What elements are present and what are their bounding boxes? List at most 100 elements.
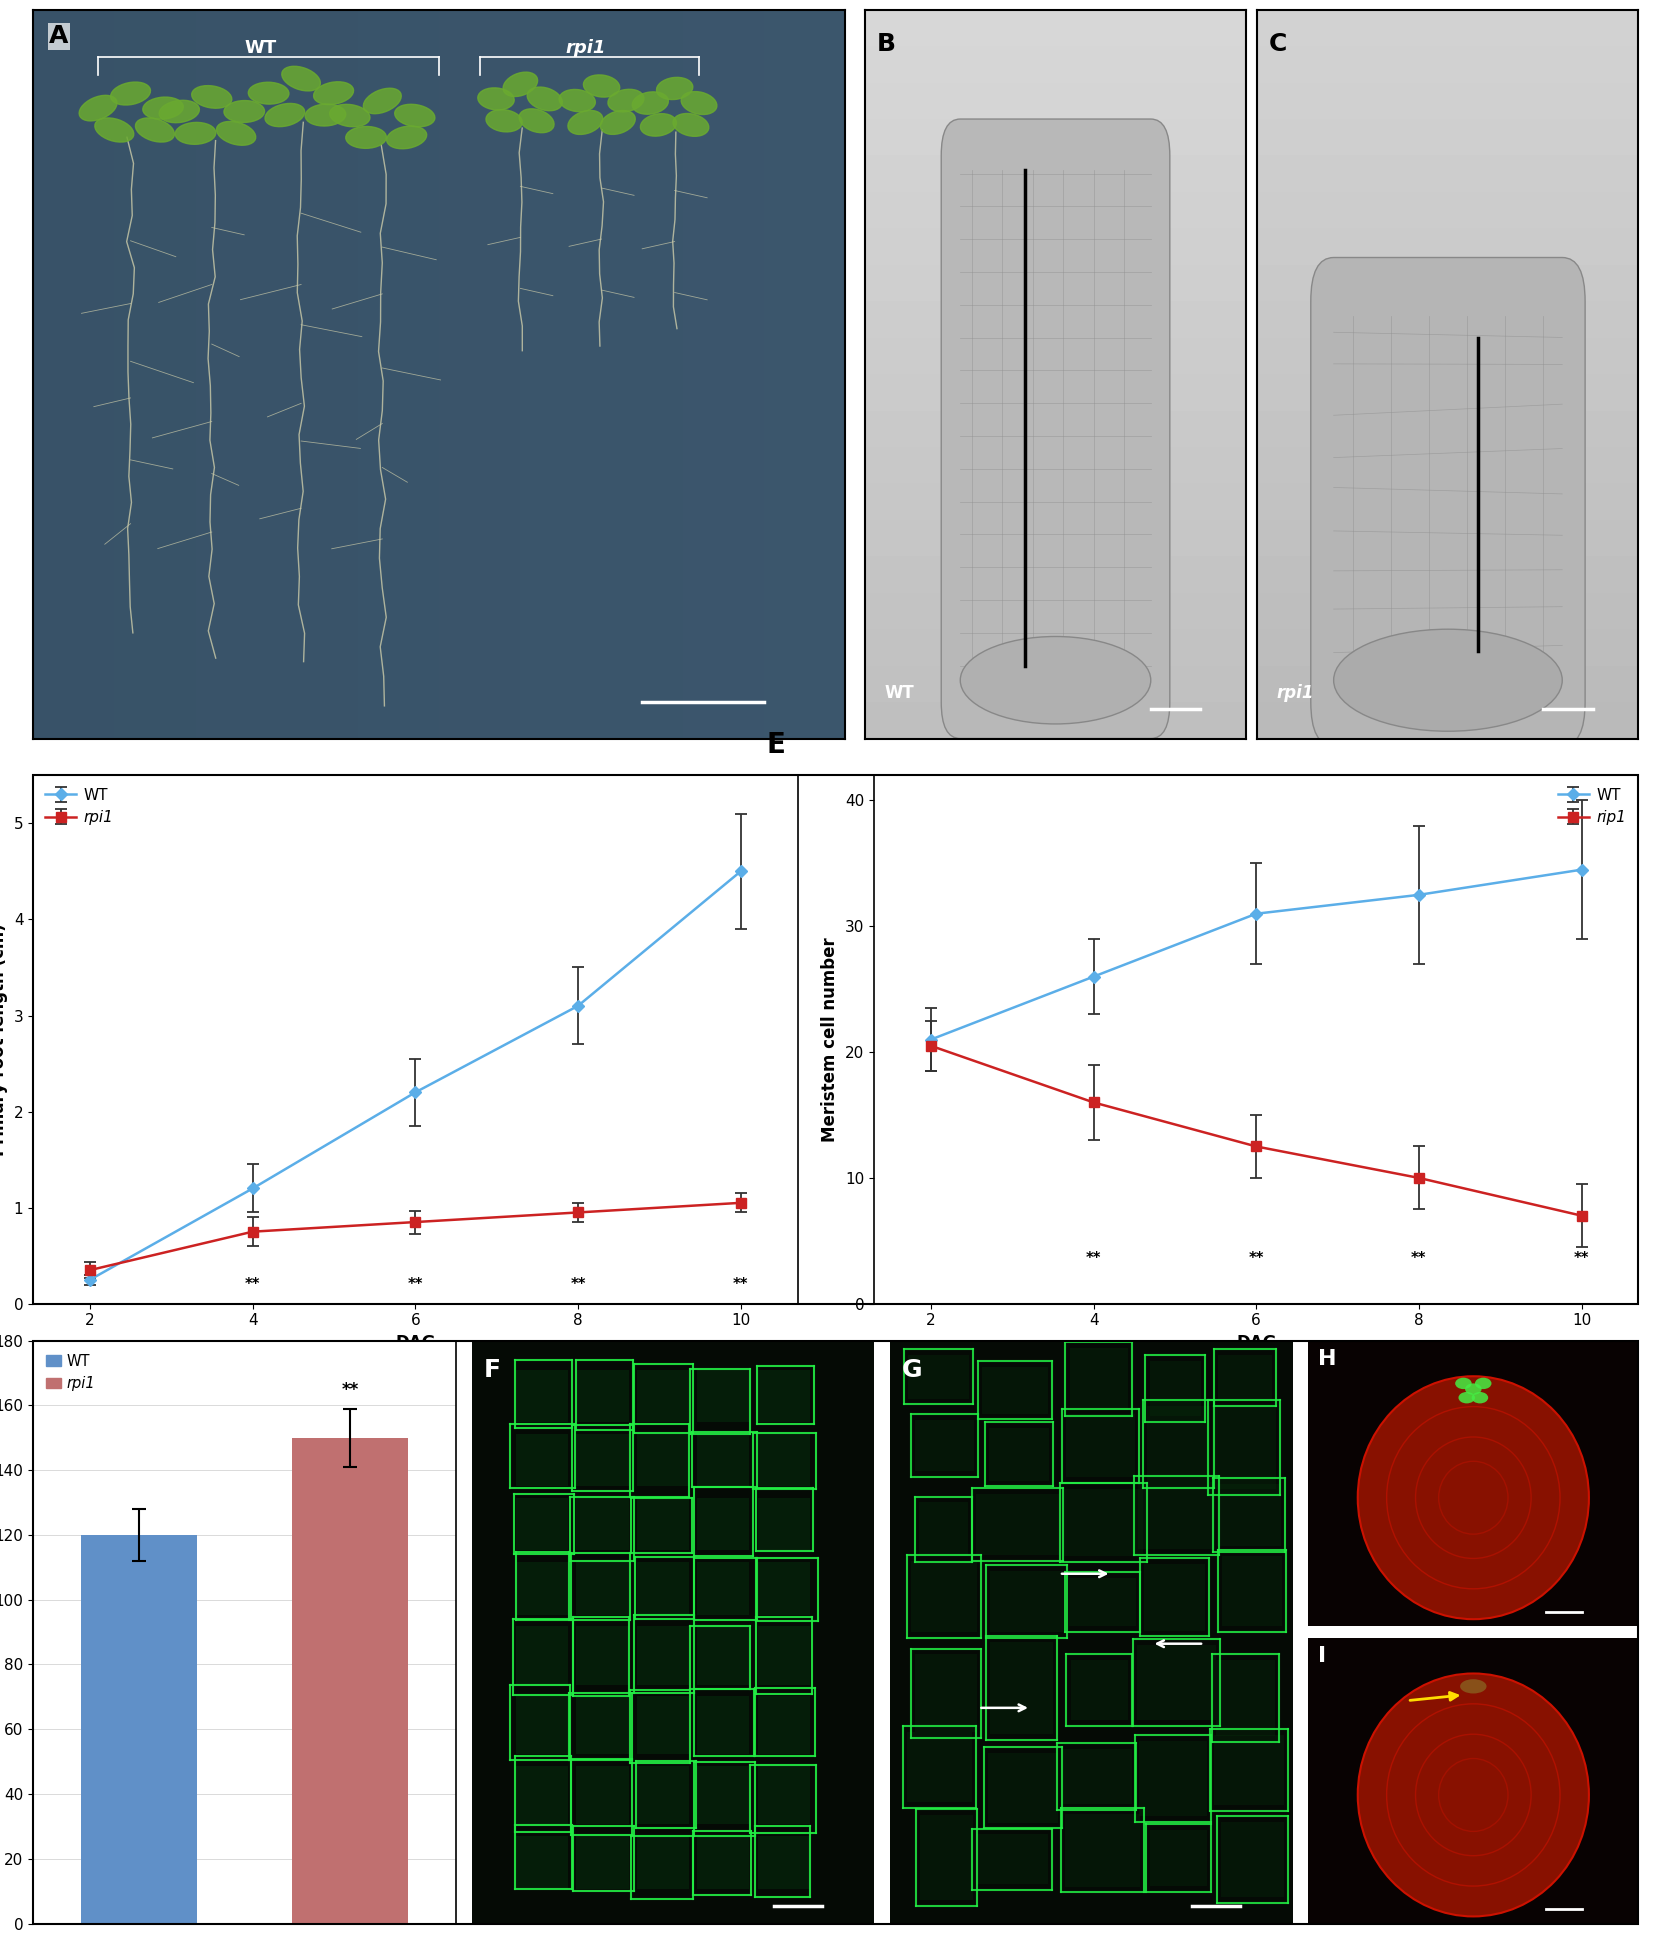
Bar (1069, 1348, 1129, 1411)
Bar (637, 1626, 688, 1685)
Ellipse shape (1460, 1679, 1486, 1694)
Ellipse shape (281, 66, 321, 91)
Bar (990, 1642, 1053, 1735)
Legend: WT, rpi1: WT, rpi1 (40, 1348, 101, 1397)
Bar (988, 1753, 1058, 1823)
Bar (576, 1370, 629, 1422)
Ellipse shape (387, 126, 427, 150)
Bar (81, 1535, 197, 1924)
Bar (1258, 84, 1638, 119)
Bar (758, 1498, 809, 1551)
Bar (697, 1370, 750, 1422)
Ellipse shape (1357, 1376, 1589, 1619)
Bar (909, 1356, 968, 1399)
Bar (1258, 229, 1638, 264)
Text: A: A (50, 25, 70, 49)
Bar (1139, 1741, 1208, 1817)
Text: E: E (766, 731, 786, 760)
Text: **: ** (341, 1381, 359, 1399)
Bar (697, 1498, 750, 1551)
Bar (1258, 301, 1638, 338)
Bar (1137, 1646, 1216, 1720)
Bar (866, 556, 1246, 593)
Bar (1064, 1488, 1144, 1556)
Ellipse shape (1465, 1383, 1481, 1395)
Bar (866, 410, 1246, 447)
Bar (697, 1562, 750, 1615)
Text: rpi1: rpi1 (564, 39, 606, 56)
Ellipse shape (559, 89, 596, 111)
Text: WT: WT (245, 39, 276, 56)
Bar (520, 10, 601, 738)
Ellipse shape (478, 87, 515, 111)
Bar (516, 1696, 568, 1755)
Bar (915, 1653, 976, 1733)
X-axis label: DAG: DAG (396, 1335, 435, 1352)
Bar (195, 10, 276, 738)
Ellipse shape (960, 637, 1150, 725)
Ellipse shape (223, 101, 265, 122)
Bar (1258, 556, 1638, 593)
Bar (276, 10, 357, 738)
Bar (866, 630, 1246, 666)
Bar (758, 1836, 809, 1889)
Bar (758, 1766, 809, 1824)
Bar (866, 84, 1246, 119)
Bar (637, 1434, 688, 1486)
Ellipse shape (503, 72, 538, 97)
Bar (637, 1370, 688, 1422)
Bar (357, 10, 439, 738)
Bar (1258, 630, 1638, 666)
Bar (1066, 1415, 1135, 1477)
Ellipse shape (313, 82, 354, 105)
Bar (516, 1766, 568, 1824)
Bar (637, 1836, 688, 1889)
Bar (114, 10, 195, 738)
Bar (919, 1502, 968, 1556)
Bar (697, 1836, 750, 1889)
Text: **: ** (407, 1277, 424, 1292)
Text: F: F (483, 1358, 501, 1381)
Bar (866, 10, 1246, 47)
Bar (1071, 1659, 1127, 1720)
Legend: WT, rpi1: WT, rpi1 (41, 783, 118, 830)
Bar (1258, 264, 1638, 301)
Bar (976, 1834, 1048, 1885)
Bar (1258, 666, 1638, 701)
Text: **: ** (1086, 1251, 1101, 1267)
Bar (684, 10, 765, 738)
Ellipse shape (192, 85, 232, 109)
Bar (33, 10, 114, 738)
Bar (866, 375, 1246, 410)
Bar (765, 10, 846, 738)
Text: **: ** (245, 1277, 260, 1292)
Bar (1066, 1813, 1140, 1887)
Bar (866, 192, 1246, 229)
Bar (866, 701, 1246, 738)
Text: **: ** (571, 1277, 586, 1292)
Bar (576, 1498, 629, 1551)
Bar (1258, 447, 1638, 484)
Bar (439, 10, 520, 738)
Bar (866, 264, 1246, 301)
Bar (1258, 484, 1638, 521)
Ellipse shape (364, 87, 401, 115)
Bar (866, 338, 1246, 375)
Ellipse shape (568, 111, 602, 134)
Bar (758, 1562, 809, 1615)
Bar (1139, 1483, 1215, 1549)
Bar (697, 1434, 750, 1486)
Bar (1258, 701, 1638, 738)
Bar (866, 521, 1246, 556)
Bar (1221, 1556, 1281, 1626)
Bar (1258, 10, 1638, 47)
Ellipse shape (1455, 1378, 1471, 1389)
Bar (637, 1696, 688, 1755)
Bar (576, 1836, 629, 1889)
Ellipse shape (674, 113, 708, 136)
Bar (516, 1498, 568, 1551)
Ellipse shape (305, 105, 346, 126)
Ellipse shape (1334, 630, 1562, 731)
Bar (1258, 521, 1638, 556)
Bar (1258, 119, 1638, 155)
